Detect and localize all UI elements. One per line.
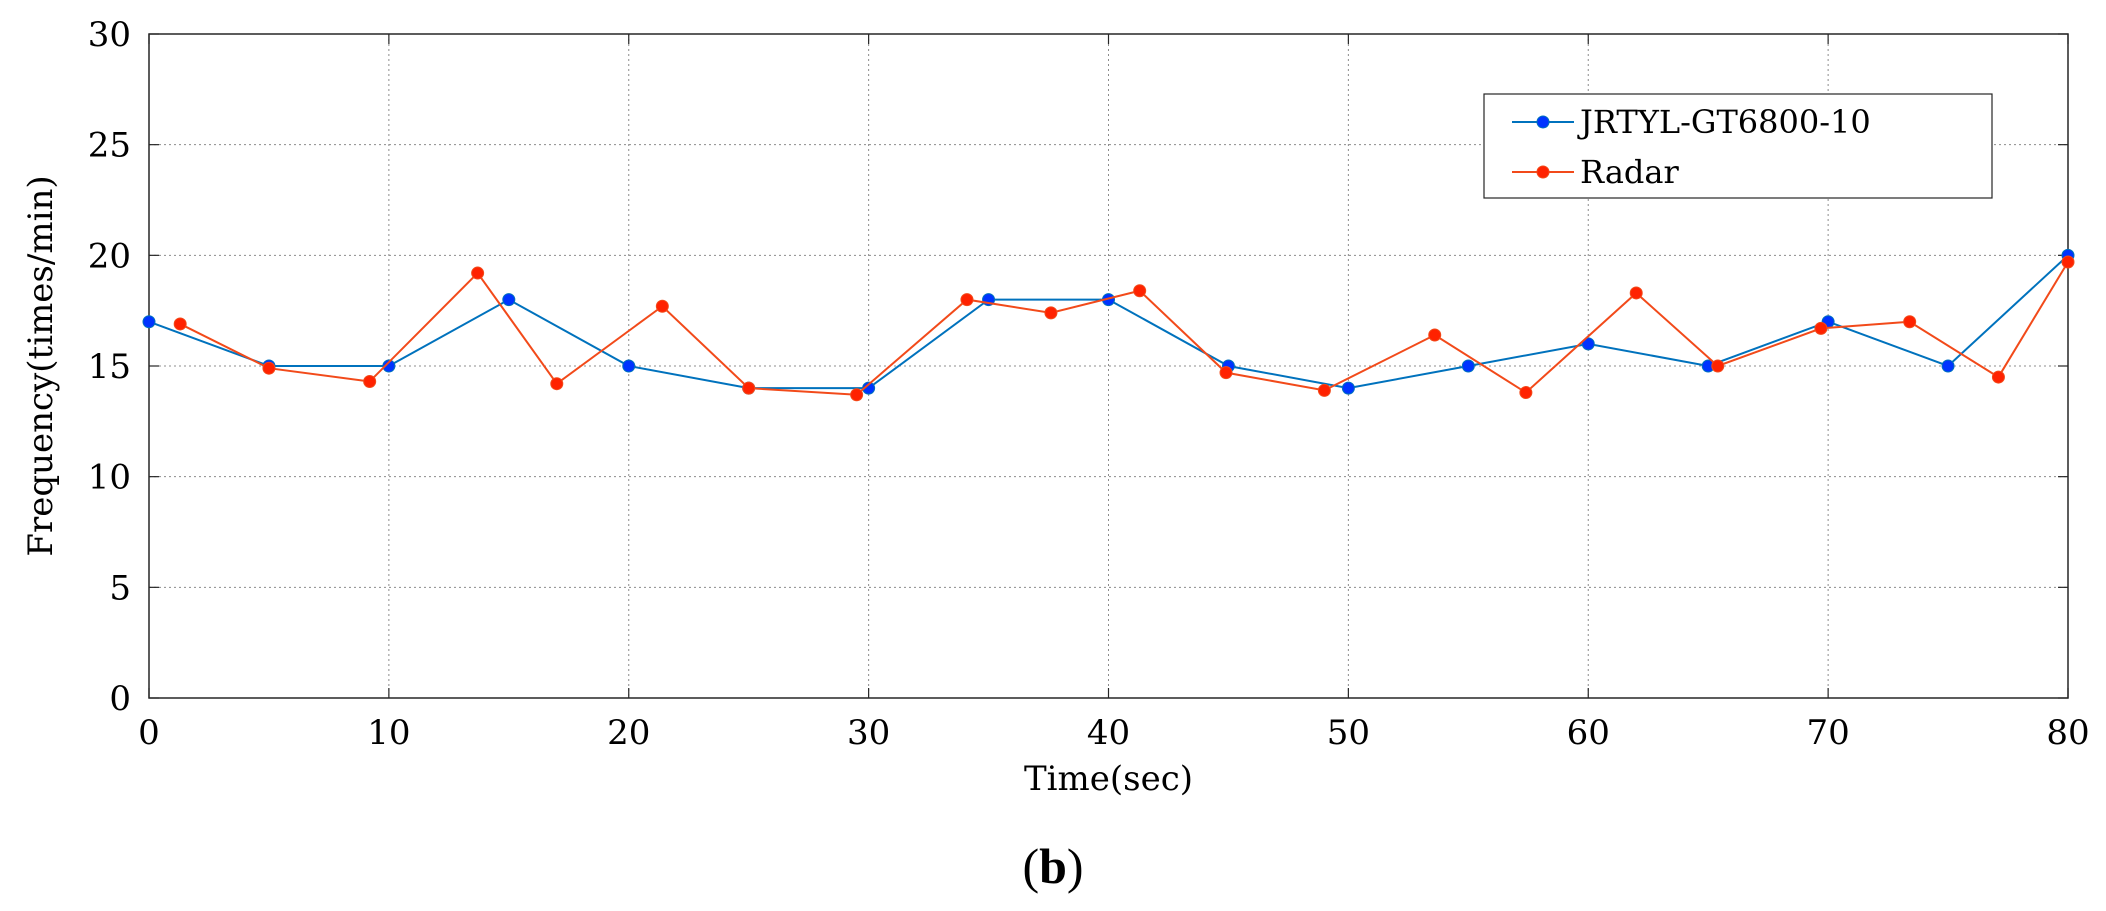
data-point-1 (471, 266, 485, 280)
y-tick-label: 10 (88, 458, 131, 498)
data-point-0 (1581, 337, 1595, 351)
data-point-1 (1428, 328, 1442, 342)
legend-label-radar: Radar (1580, 153, 1679, 191)
y-tick-label: 15 (88, 347, 131, 387)
data-point-1 (850, 388, 864, 402)
y-axis-title: Frequency(times/min) (21, 175, 61, 556)
data-point-0 (622, 359, 636, 373)
data-point-1 (655, 299, 669, 313)
data-point-1 (1519, 386, 1533, 400)
legend-marker-radar (1536, 165, 1550, 179)
data-point-1 (1133, 284, 1147, 298)
panel-label: (b) (1022, 838, 1083, 894)
legend-marker-jrtyl (1536, 115, 1550, 129)
legend-box (1483, 93, 1993, 199)
data-point-1 (2061, 255, 2075, 269)
data-point-1 (363, 374, 377, 388)
data-point-1 (173, 317, 187, 331)
data-point-0 (1341, 381, 1355, 395)
data-point-0 (862, 381, 876, 395)
data-point-1 (1903, 315, 1917, 329)
y-tick-label: 25 (88, 126, 131, 166)
panel-label-open: ( (1022, 838, 1039, 894)
data-point-1 (1219, 366, 1233, 380)
axis-ticks: 0 10 20 30 40 50 60 70 80 0 5 10 15 20 25 30 (88, 15, 2090, 753)
y-tick-label: 0 (109, 679, 131, 719)
x-tick-label: 40 (1087, 713, 1130, 753)
x-tick-label: 50 (1327, 713, 1370, 753)
data-point-0 (502, 293, 516, 307)
data-point-1 (1991, 370, 2005, 384)
series-line-1 (179, 261, 2069, 396)
data-point-1 (550, 377, 564, 391)
data-point-1 (1629, 286, 1643, 300)
x-tick-label: 30 (847, 713, 890, 753)
x-tick-label: 60 (1567, 713, 1610, 753)
data-point-1 (742, 381, 756, 395)
y-tick-label: 20 (88, 236, 131, 276)
data-point-0 (382, 359, 396, 373)
legend: JRTYL-GT6800-10 Radar (1483, 93, 1993, 199)
data-point-1 (1711, 359, 1725, 373)
y-tick-label: 5 (109, 568, 131, 608)
series-layer (142, 248, 2075, 402)
legend-label-jrtyl: JRTYL-GT6800-10 (1577, 103, 1871, 141)
data-point-0 (142, 315, 156, 329)
data-point-1 (1814, 321, 1828, 335)
data-point-1 (960, 293, 974, 307)
y-tick-label: 30 (88, 15, 131, 55)
x-tick-label: 10 (367, 713, 410, 753)
data-point-1 (262, 361, 276, 375)
data-point-0 (1461, 359, 1475, 373)
x-tick-label: 70 (1806, 713, 1849, 753)
x-axis-title: Time(sec) (1024, 759, 1193, 799)
data-point-1 (1044, 306, 1058, 320)
x-tick-label: 0 (138, 713, 160, 753)
data-point-0 (1941, 359, 1955, 373)
panel-label-close: ) (1067, 838, 1084, 894)
x-tick-label: 20 (607, 713, 650, 753)
x-tick-label: 80 (2046, 713, 2089, 753)
data-point-1 (1317, 383, 1331, 397)
panel-label-letter: b (1039, 838, 1067, 894)
